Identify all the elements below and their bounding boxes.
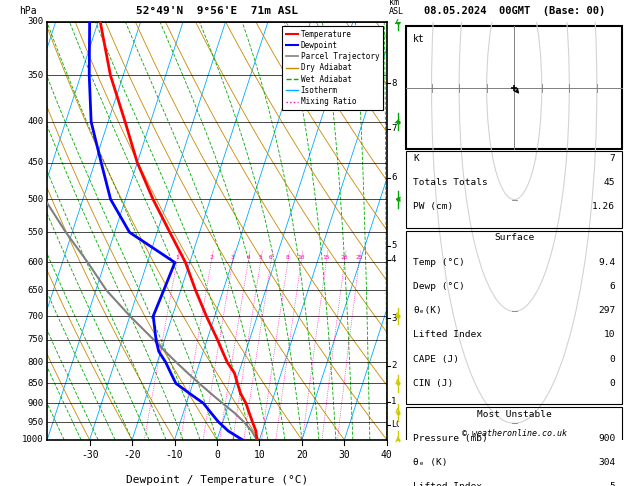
Text: 5: 5 xyxy=(391,242,396,250)
Text: Temp (°C): Temp (°C) xyxy=(413,258,465,267)
Text: CAPE (J): CAPE (J) xyxy=(413,355,459,364)
Text: 5: 5 xyxy=(259,256,262,260)
Text: Lifted Index: Lifted Index xyxy=(413,330,482,339)
Text: 400: 400 xyxy=(28,117,44,126)
Text: 500: 500 xyxy=(28,195,44,204)
Text: Most Unstable: Most Unstable xyxy=(477,410,552,419)
Text: 7: 7 xyxy=(610,154,615,163)
Text: Mixing Ratio (g/kg): Mixing Ratio (g/kg) xyxy=(404,180,413,282)
Text: 650: 650 xyxy=(28,286,44,295)
Text: 1: 1 xyxy=(175,256,179,260)
Text: 30: 30 xyxy=(338,450,350,460)
Text: -30: -30 xyxy=(81,450,99,460)
Text: 4: 4 xyxy=(246,256,250,260)
Text: 52°49'N  9°56'E  71m ASL: 52°49'N 9°56'E 71m ASL xyxy=(136,6,298,16)
Text: Surface: Surface xyxy=(494,233,534,243)
Text: θₑ (K): θₑ (K) xyxy=(413,458,448,467)
Text: 0: 0 xyxy=(214,450,220,460)
Text: 40: 40 xyxy=(381,450,392,460)
Text: 0: 0 xyxy=(610,379,615,388)
Text: 20: 20 xyxy=(296,450,308,460)
Text: 10: 10 xyxy=(253,450,265,460)
Text: PW (cm): PW (cm) xyxy=(413,203,454,211)
Bar xyxy=(406,26,622,149)
Text: 2: 2 xyxy=(209,256,213,260)
Text: 297: 297 xyxy=(598,306,615,315)
Text: 900: 900 xyxy=(28,399,44,408)
Text: θₑ(K): θₑ(K) xyxy=(413,306,442,315)
Text: 1.26: 1.26 xyxy=(593,203,615,211)
Text: 1000: 1000 xyxy=(22,435,44,444)
Text: K: K xyxy=(413,154,419,163)
Text: 2: 2 xyxy=(391,361,396,370)
Text: 3: 3 xyxy=(391,314,396,323)
Text: 8: 8 xyxy=(286,256,289,260)
Text: -20: -20 xyxy=(123,450,141,460)
Text: 9.4: 9.4 xyxy=(598,258,615,267)
Text: 6: 6 xyxy=(391,173,396,182)
Text: 1: 1 xyxy=(391,397,396,406)
Legend: Temperature, Dewpoint, Parcel Trajectory, Dry Adiabat, Wet Adiabat, Isotherm, Mi: Temperature, Dewpoint, Parcel Trajectory… xyxy=(282,26,383,110)
Bar xyxy=(406,152,622,227)
Text: 850: 850 xyxy=(28,379,44,388)
Text: 0: 0 xyxy=(610,355,615,364)
Text: km
ASL: km ASL xyxy=(389,0,404,16)
Bar xyxy=(406,407,622,486)
Text: 800: 800 xyxy=(28,358,44,367)
Text: 750: 750 xyxy=(28,335,44,345)
Text: 7: 7 xyxy=(391,124,396,133)
Text: Pressure (mb): Pressure (mb) xyxy=(413,434,488,443)
Text: © weatheronline.co.uk: © weatheronline.co.uk xyxy=(462,429,567,438)
Text: CIN (J): CIN (J) xyxy=(413,379,454,388)
Text: 20: 20 xyxy=(341,256,348,260)
Text: kt: kt xyxy=(413,35,425,44)
Text: 45: 45 xyxy=(604,178,615,187)
Text: 5: 5 xyxy=(610,483,615,486)
Text: 600: 600 xyxy=(28,258,44,267)
Text: Totals Totals: Totals Totals xyxy=(413,178,488,187)
Text: 300: 300 xyxy=(28,17,44,26)
Text: 8: 8 xyxy=(391,79,396,88)
Text: 3: 3 xyxy=(231,256,234,260)
Text: Lifted Index: Lifted Index xyxy=(413,483,482,486)
Text: 10: 10 xyxy=(604,330,615,339)
Text: 08.05.2024  00GMT  (Base: 00): 08.05.2024 00GMT (Base: 00) xyxy=(423,6,605,16)
Text: 350: 350 xyxy=(28,71,44,80)
Text: hPa: hPa xyxy=(19,6,37,16)
Text: 450: 450 xyxy=(28,158,44,167)
Text: 25: 25 xyxy=(355,256,363,260)
Text: 550: 550 xyxy=(28,228,44,237)
Text: 950: 950 xyxy=(28,417,44,427)
Bar xyxy=(406,231,622,404)
Text: 4: 4 xyxy=(391,255,396,264)
Text: 700: 700 xyxy=(28,312,44,320)
Text: Dewp (°C): Dewp (°C) xyxy=(413,282,465,291)
Text: 6: 6 xyxy=(610,282,615,291)
Text: 15: 15 xyxy=(323,256,330,260)
Text: -10: -10 xyxy=(165,450,184,460)
Text: 6: 6 xyxy=(269,256,273,260)
Text: LCL: LCL xyxy=(391,420,406,430)
Text: Dewpoint / Temperature (°C): Dewpoint / Temperature (°C) xyxy=(126,475,308,486)
Text: 10: 10 xyxy=(298,256,305,260)
Text: 900: 900 xyxy=(598,434,615,443)
Text: 304: 304 xyxy=(598,458,615,467)
